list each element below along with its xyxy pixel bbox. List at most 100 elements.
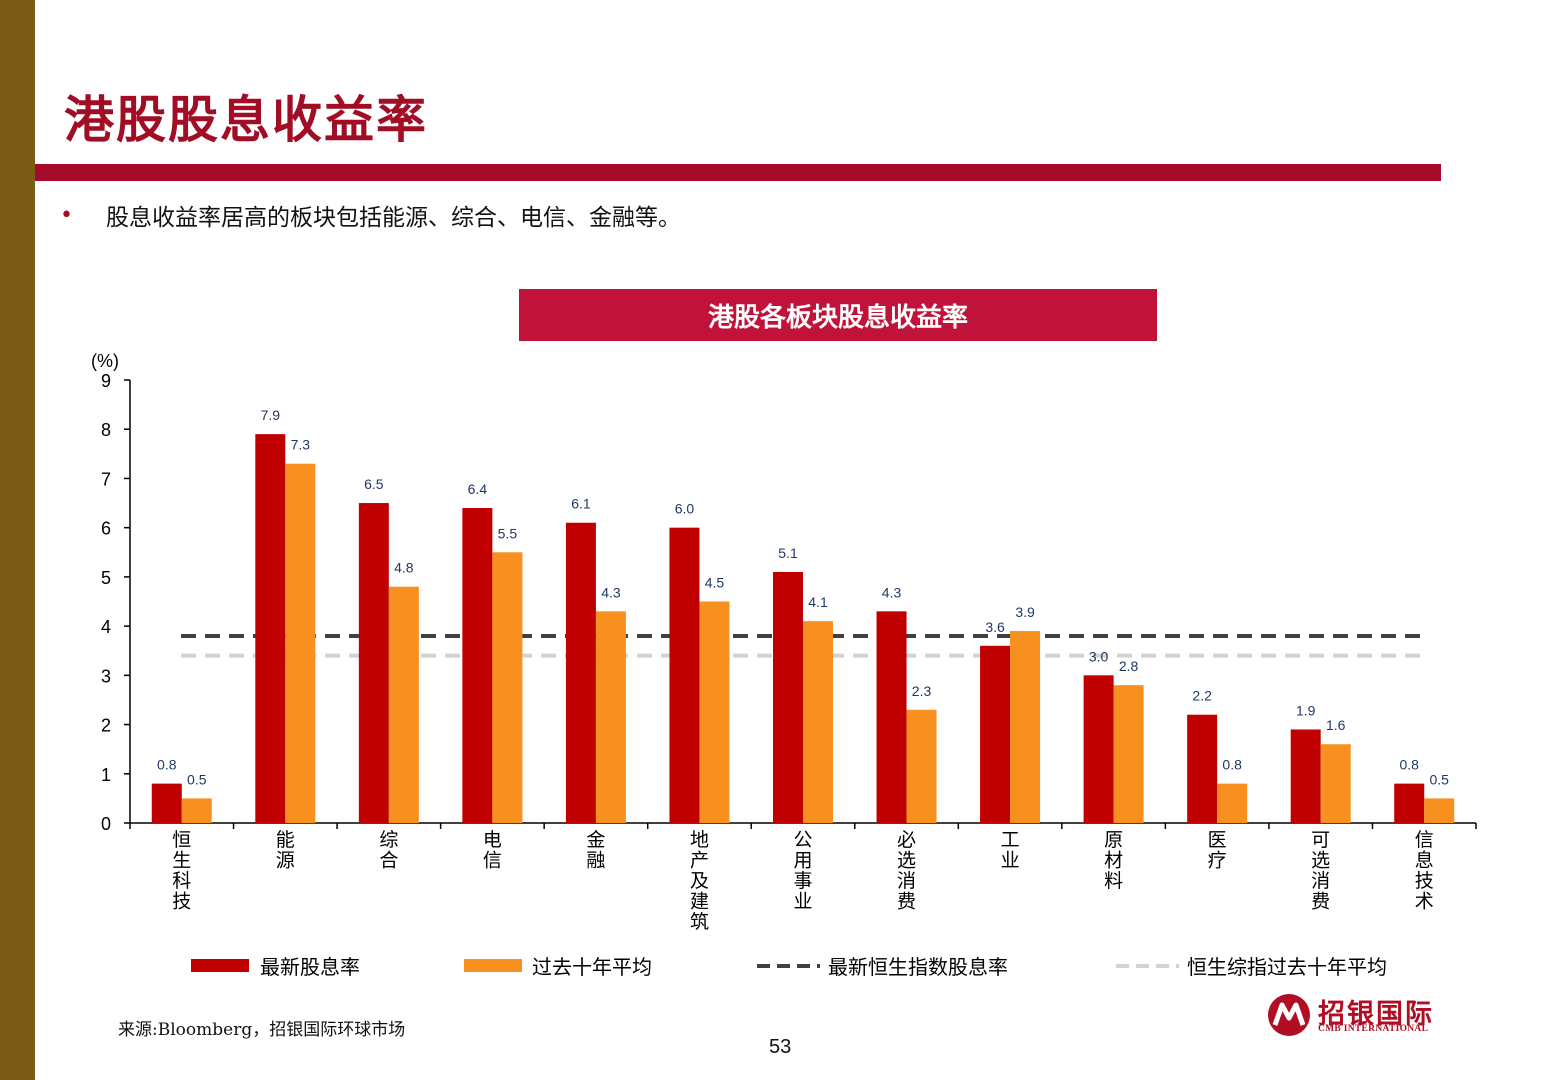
data-label: 7.9	[261, 407, 281, 423]
data-label: 3.0	[1089, 648, 1109, 664]
cmb-emblem-icon	[1268, 994, 1310, 1036]
data-label: 0.8	[157, 757, 177, 773]
bar	[1187, 714, 1218, 823]
data-label: 0.5	[1429, 771, 1449, 787]
bullet-text: 股息收益率居高的板块包括能源、综合、电信、金融等。	[106, 205, 681, 231]
logo-text-cn: 招银国际	[1318, 999, 1434, 1030]
data-label: 0.8	[1222, 757, 1242, 773]
bar	[181, 798, 212, 823]
data-label: 5.1	[778, 545, 798, 561]
left-accent-bar	[0, 0, 35, 1080]
x-category-label: 可选消费	[1311, 829, 1330, 913]
cmb-logo: 招银国际 CMB INTERNATIONAL	[1266, 992, 1446, 1038]
data-label: 1.6	[1326, 717, 1346, 733]
bar	[1010, 631, 1041, 823]
legend-label: 最新恒生指数股息率	[828, 955, 1008, 979]
chart-axes: 0 1 2 3 4 5 6 7 8 9(%) 恒生科技 能源 综合 电信 金融 地产及建筑 公用事业 必选消费 工业…	[91, 351, 1477, 933]
y-tick-label: 7	[101, 469, 111, 489]
data-label: 4.3	[601, 584, 621, 600]
legend-label: 最新股息率	[260, 955, 360, 979]
data-labels: 0.8 0.5 7.9 7.3 6.5 4.8 6.4 5.5 6.1 4.3 6.0 4.5 5.1 4…	[157, 407, 1449, 787]
data-label: 0.8	[1399, 757, 1419, 773]
bar	[1083, 675, 1114, 823]
bar	[565, 522, 596, 823]
bar	[669, 527, 700, 823]
y-tick-label: 3	[101, 666, 111, 686]
logo-text-en: CMB INTERNATIONAL	[1318, 1024, 1429, 1034]
bar	[1290, 729, 1321, 823]
data-label: 3.6	[985, 619, 1005, 635]
chart-legend: 最新股息率 过去十年平均 最新恒生指数股息率 恒生综指过去十年平均	[191, 955, 1387, 979]
legend-label: 恒生综指过去十年平均	[1187, 955, 1387, 979]
y-tick-label: 1	[101, 765, 111, 785]
legend-swatch	[191, 959, 249, 972]
bar	[876, 611, 907, 823]
bar	[699, 601, 730, 823]
x-category-label: 工业	[1001, 829, 1020, 872]
bar	[1217, 783, 1248, 823]
bullet-icon: •	[60, 203, 73, 228]
bar	[595, 611, 626, 823]
y-tick-label: 8	[101, 420, 111, 440]
bar	[803, 621, 833, 823]
y-tick-label: 6	[101, 519, 111, 539]
data-label: 4.1	[808, 594, 828, 610]
bar	[980, 645, 1011, 823]
x-category-label: 电信	[483, 829, 502, 872]
y-tick-label: 0	[101, 814, 111, 834]
page-title: 港股股息收益率	[64, 90, 428, 149]
y-unit-label: (%)	[91, 351, 119, 371]
title-divider	[35, 164, 1441, 181]
bar	[492, 552, 523, 823]
bar	[1394, 783, 1425, 823]
data-label: 6.4	[468, 481, 488, 497]
data-label: 2.2	[1192, 688, 1212, 704]
x-category-label: 金融	[586, 829, 605, 872]
bar	[1113, 685, 1144, 823]
data-label: 2.8	[1119, 658, 1139, 674]
legend-label: 过去十年平均	[532, 955, 652, 979]
data-label: 5.5	[498, 525, 518, 541]
data-label: 6.5	[364, 476, 384, 492]
y-tick-label: 2	[101, 716, 111, 736]
bar	[285, 463, 316, 823]
x-category-label: 恒生科技	[172, 829, 191, 913]
x-category-label: 信息技术	[1415, 829, 1434, 913]
bar	[906, 709, 937, 823]
chart-title: 港股各板块股息收益率	[519, 289, 1157, 341]
data-label: 6.1	[571, 496, 591, 512]
bar	[1424, 798, 1455, 823]
data-label: 1.9	[1296, 702, 1316, 718]
data-label: 4.5	[705, 575, 725, 591]
data-label: 0.5	[187, 771, 207, 787]
x-category-label: 公用事业	[793, 829, 812, 913]
bar	[151, 783, 182, 823]
chart-bars	[151, 434, 1455, 823]
data-label: 3.9	[1015, 604, 1035, 620]
reference-lines	[181, 633, 1426, 658]
x-category-label: 综合	[379, 829, 398, 872]
bar	[1320, 744, 1351, 823]
x-category-label: 必选消费	[897, 829, 916, 913]
data-label: 4.8	[394, 560, 414, 576]
data-label: 6.0	[675, 501, 695, 517]
x-category-label: 能源	[276, 829, 295, 872]
y-tick-label: 5	[101, 568, 111, 588]
data-label: 4.3	[882, 584, 902, 600]
x-category-label: 医疗	[1208, 829, 1227, 872]
legend-swatch	[464, 959, 522, 972]
source-note: 来源:Bloomberg，招银国际环球市场	[118, 1020, 406, 1040]
page-number: 53	[769, 1036, 792, 1058]
bar	[358, 503, 389, 823]
y-tick-label: 4	[101, 617, 111, 637]
data-label: 2.3	[912, 683, 932, 699]
data-label: 7.3	[291, 437, 311, 453]
x-category-label: 原材料	[1104, 829, 1123, 892]
bar	[255, 434, 286, 823]
y-tick-label: 9	[101, 371, 111, 391]
x-category-label: 地产及建筑	[690, 829, 709, 933]
bar	[388, 586, 419, 823]
bar	[773, 571, 803, 823]
bar	[462, 507, 493, 823]
